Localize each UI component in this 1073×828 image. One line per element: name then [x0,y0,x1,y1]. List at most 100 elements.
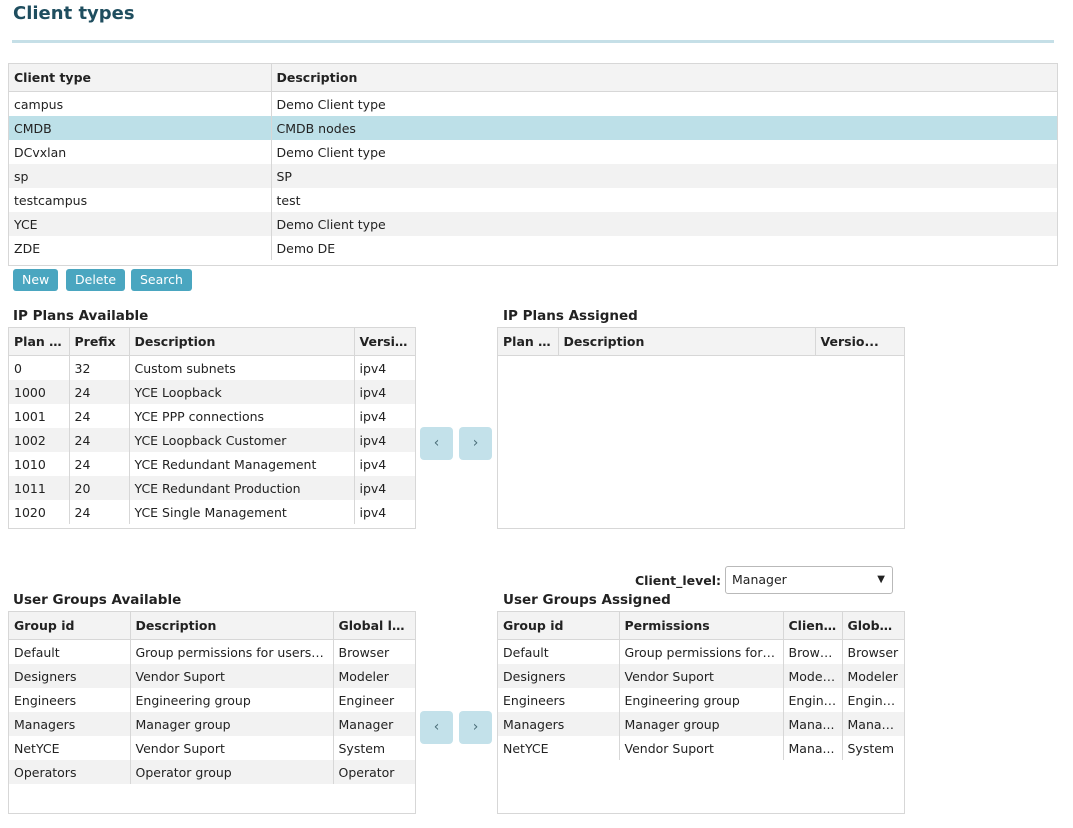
unassign-ip-plan-button[interactable]: ‹ [420,427,453,460]
ip-plans-assigned-grid: Plan i... Description Versio... [497,327,905,529]
table-cell: YCE Redundant Management [129,452,355,476]
ip-plans-available-grid: Plan i... Prefix Description Versio... 0 32 C… [8,327,416,529]
table-cell: Custom subnets [129,355,355,380]
column-header[interactable]: Global lev... [333,612,415,640]
table-cell: 1010 [9,452,70,476]
column-header[interactable]: Group id [498,612,620,640]
table-cell: Default [9,639,131,664]
table-cell: ipv4 [359,408,387,424]
user-group-row[interactable]: Engineers Engineering group Engineer [9,688,415,712]
column-header[interactable]: Plan i... [9,328,70,356]
user-group-assigned-row[interactable]: NetYCE Vendor Suport Mana... System [498,736,904,760]
table-cell: 1000 [9,380,70,404]
client-types-header: Client type Description [9,64,1057,92]
column-header[interactable]: Versio... [815,328,904,356]
table-cell: Operator [333,760,415,784]
user-group-assigned-row[interactable]: Managers Manager group Mana... Manag... [498,712,904,736]
user-groups-available-label: User Groups Available [13,592,182,608]
unassign-user-group-button[interactable]: ‹ [420,711,453,744]
user-group-row[interactable]: NetYCE Vendor Suport System [9,736,415,760]
table-cell: YCE PPP connections [129,404,355,428]
client-type-row[interactable]: DCvxlan Demo Client type [9,140,1057,164]
ip-plan-row[interactable]: 0 32 Custom subnets ipv4 [9,355,415,380]
page-title: Client types [13,3,135,24]
ip-plans-assigned-header: Plan i... Description Versio... [498,328,904,356]
assign-ip-plan-button[interactable]: › [459,427,492,460]
table-cell: Demo DE [276,240,336,256]
column-header[interactable]: Client ... [783,612,843,640]
ip-plan-row[interactable]: 1000 24 YCE Loopback ipv4 [9,380,415,404]
user-groups-available-grid: Group id Description Global lev... Default… [8,611,416,814]
ip-plan-row[interactable]: 1001 24 YCE PPP connections ipv4 [9,404,415,428]
client-type-row[interactable]: YCE Demo Client type [9,212,1057,236]
ip-plans-available-body: 0 32 Custom subnets ipv4 1000 24 YCE Loopback i… [9,355,415,524]
user-group-row[interactable]: Designers Vendor Suport Modeler [9,664,415,688]
ip-plans-assigned-label: IP Plans Assigned [503,308,638,324]
table-cell: Manag... [842,712,904,736]
table-cell: ipv4 [359,360,387,376]
table-cell: Demo Client type [276,96,386,112]
column-header[interactable]: Description [271,64,1057,92]
table-cell: ipv4 [354,380,415,404]
table-cell: 1020 [9,500,70,524]
column-header[interactable]: Global... [842,612,904,640]
table-cell: CMDB nodes [271,116,1057,140]
table-cell: System [847,740,895,756]
column-header[interactable]: Versio... [354,328,415,356]
column-header[interactable]: Client type [9,64,272,92]
column-header[interactable]: Description [558,328,816,356]
table-cell: 20 [69,476,130,500]
user-group-assigned-row[interactable]: Engineers Engineering group Engine... Engin… [498,688,904,712]
table-cell: System [338,740,386,756]
column-header[interactable]: Permissions [619,612,784,640]
table-cell: Mana... [783,736,843,760]
table-cell: Mana... [783,712,843,736]
client-type-row[interactable]: CMDB CMDB nodes [9,116,1057,140]
column-header[interactable]: Prefix [69,328,130,356]
ip-plan-row[interactable]: 1011 20 YCE Redundant Production ipv4 [9,476,415,500]
table-cell: DCvxlan [9,140,272,164]
client-type-row[interactable]: ZDE Demo DE [9,236,1057,260]
table-cell: Vendor Suport [130,736,334,760]
client-level-value: Manager [732,572,787,587]
user-group-row[interactable]: Default Group permissions for users wi...… [9,639,415,664]
client-types-body: campus Demo Client type CMDB CMDB nodes DCvx… [9,91,1057,260]
table-cell: Managers [9,712,131,736]
table-cell: NetYCE [9,736,131,760]
table-cell: Default [498,639,620,664]
column-header[interactable]: Plan i... [498,328,559,356]
table-cell: campus [9,91,272,116]
table-cell: sp [9,164,272,188]
client-level-label: Client_level: [635,573,722,588]
column-header[interactable]: Description [129,328,355,356]
client-level-select[interactable]: Manager ▼ [725,566,893,594]
table-cell: 1001 [9,404,70,428]
table-cell: Browser [783,639,843,664]
new-button[interactable]: New [13,269,59,291]
chevron-down-icon: ▼ [877,574,885,585]
table-cell: 24 [69,452,130,476]
user-group-assigned-row[interactable]: Default Group permissions for u... Browser… [498,639,904,664]
table-cell: Group permissions for u... [619,639,784,664]
client-type-row[interactable]: sp SP [9,164,1057,188]
table-cell: Browser [338,644,390,660]
ip-plan-row[interactable]: 1020 24 YCE Single Management ipv4 [9,500,415,524]
assign-user-group-button[interactable]: › [459,711,492,744]
client-type-row[interactable]: testcampus test [9,188,1057,212]
user-group-assigned-row[interactable]: Designers Vendor Suport Modeler Modeler [498,664,904,688]
user-group-row[interactable]: Operators Operator group Operator [9,760,415,784]
table-cell: Engineering group [130,688,334,712]
user-group-row[interactable]: Managers Manager group Manager [9,712,415,736]
delete-button[interactable]: Delete [66,269,126,291]
client-type-row[interactable]: campus Demo Client type [9,91,1057,116]
table-cell: YCE Loopback Customer [129,428,355,452]
column-header[interactable]: Group id [9,612,131,640]
search-button[interactable]: Search [131,269,192,291]
ip-plan-row[interactable]: 1002 24 YCE Loopback Customer ipv4 [9,428,415,452]
table-cell: Engineering group [619,688,784,712]
column-header[interactable]: Description [130,612,334,640]
table-cell: Vendor Suport [130,664,334,688]
table-cell: test [276,192,301,208]
ip-plan-row[interactable]: 1010 24 YCE Redundant Management ipv4 [9,452,415,476]
